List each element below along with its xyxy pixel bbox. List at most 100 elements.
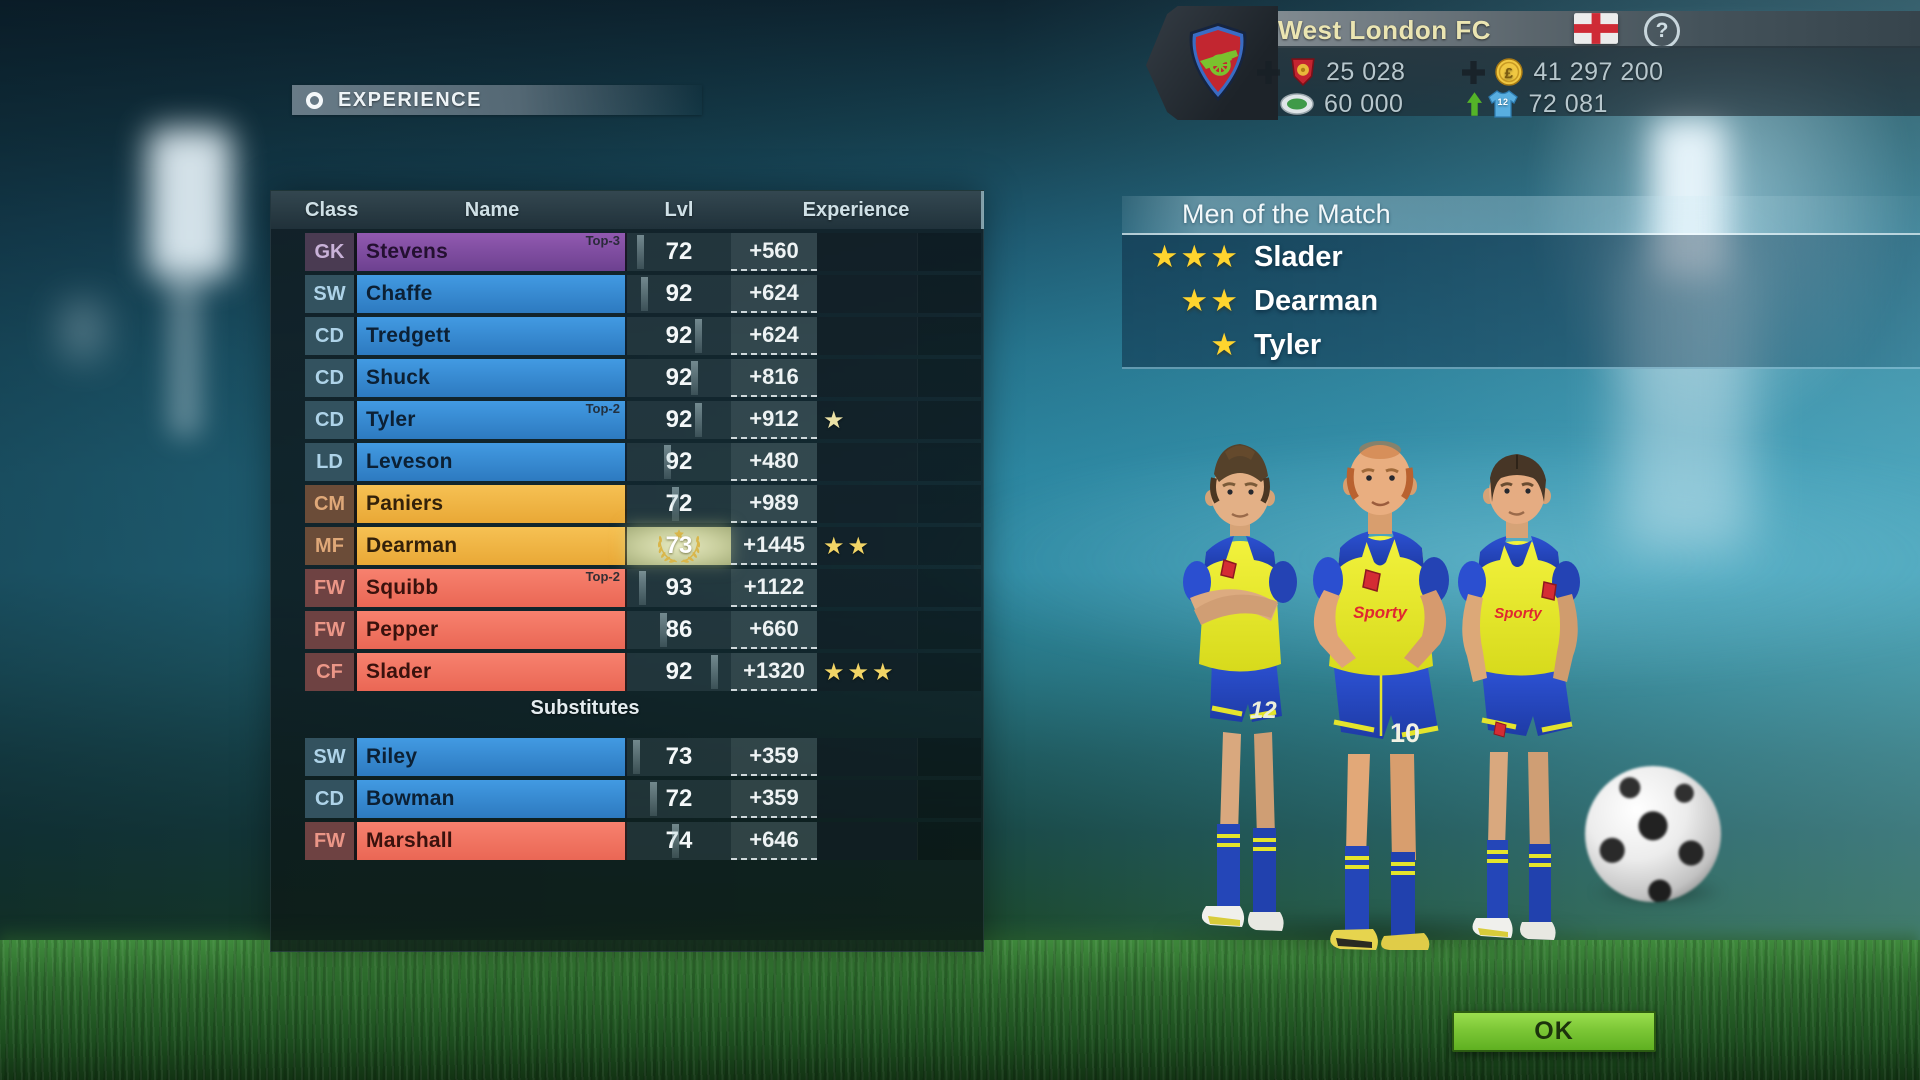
table-row[interactable]: MF Dearman: [271, 527, 981, 565]
match-stars: [817, 822, 917, 860]
column-header-lvl: Lvl: [664, 198, 694, 221]
row-tail: [917, 233, 981, 271]
row-gutter: [271, 527, 305, 565]
table-row[interactable]: SW Chaffe: [271, 275, 981, 313]
level-progress-tick: [672, 487, 680, 521]
top-rank-badge: Top-2: [585, 401, 620, 416]
player-level-cell: 92: [627, 317, 731, 355]
table-row[interactable]: CF Slader: [271, 653, 981, 691]
player-level-cell: 72: [627, 780, 731, 818]
motm-player-name: Tyler: [1254, 328, 1322, 361]
table-row[interactable]: GK Stevens Top-3: [271, 233, 981, 271]
match-stars: [817, 611, 917, 649]
table-row[interactable]: CD Bowman: [271, 780, 981, 818]
player-class: SW: [305, 275, 357, 313]
player-level-cell: 92: [627, 359, 731, 397]
experience-gained: +359: [749, 785, 799, 810]
svg-text:10: 10: [1390, 718, 1420, 748]
player-class: LD: [305, 443, 357, 481]
pound-coin-icon: £: [1495, 58, 1524, 86]
player-models: 12: [1183, 441, 1580, 950]
motm-stars: ★★★: [1150, 239, 1240, 274]
table-header: Class Name Lvl Experience: [271, 191, 981, 229]
experience-gained: +624: [749, 280, 799, 305]
match-stars: [817, 317, 917, 355]
player-name: Marshall: [366, 829, 453, 852]
table-row[interactable]: CD Tyler Top-2: [271, 401, 981, 439]
column-header-class: Class: [305, 198, 359, 221]
player-level: 73: [665, 532, 693, 559]
player-class: CD: [305, 317, 357, 355]
player-class: GK: [305, 233, 357, 271]
team-header-bar: West London FC ?: [1244, 11, 1920, 48]
experience-gained: +624: [749, 322, 799, 347]
match-stars: [817, 738, 917, 776]
player-class: FW: [305, 569, 357, 607]
top-rank-badge: Top-3: [585, 233, 620, 248]
floodlight-left-small: [60, 300, 106, 360]
level-progress-tick: [694, 319, 702, 353]
table-row[interactable]: FW Marshall: [271, 822, 981, 860]
grass-texture: [0, 940, 1920, 1080]
player-level-cell: 92: [627, 653, 731, 691]
player-class: MF: [305, 527, 357, 565]
table-row[interactable]: FW Pepper: [271, 611, 981, 649]
row-gutter: [271, 822, 305, 860]
player-level-cell: 86: [627, 611, 731, 649]
experience-gained: +560: [749, 238, 799, 263]
squad-experience-panel: Class Name Lvl Experience GK Stevens Top…: [270, 190, 984, 952]
motm-entry: ★ Tyler: [1122, 323, 1920, 367]
table-row[interactable]: CD Tredgett: [271, 317, 981, 355]
player-name-bar: Shuck: [357, 359, 627, 397]
level-progress-tick: [690, 361, 698, 395]
table-row[interactable]: SW Riley: [271, 738, 981, 776]
add-money-icon[interactable]: [1461, 60, 1486, 85]
row-tail: [917, 780, 981, 818]
fans-badge-icon: [1291, 58, 1315, 86]
table-row[interactable]: LD Leveson: [271, 443, 981, 481]
row-gutter: [271, 317, 305, 355]
experience-gained: +1445: [743, 532, 805, 557]
table-row[interactable]: CD Shuck: [271, 359, 981, 397]
add-fans-icon[interactable]: [1256, 60, 1281, 85]
row-tail: [917, 443, 981, 481]
motm-entry: ★★ Dearman: [1122, 279, 1920, 323]
player-left: 12: [1183, 444, 1297, 931]
substitutes-rows: SW Riley: [271, 738, 981, 860]
table-row[interactable]: CM Paniers: [271, 485, 981, 523]
resource-row-2: 60 000 12 72 081: [1280, 88, 1608, 120]
player-level: 72: [665, 238, 693, 265]
player-level: 72: [665, 785, 693, 812]
screen-title: EXPERIENCE: [338, 89, 482, 111]
match-stars: [817, 443, 917, 481]
svg-text:12: 12: [1250, 697, 1277, 724]
table-row[interactable]: FW Squibb Top-2: [271, 569, 981, 607]
row-tail: [917, 569, 981, 607]
player-class: FW: [305, 611, 357, 649]
svg-text:12: 12: [1498, 97, 1509, 107]
level-progress-tick: [659, 613, 667, 647]
player-level-cell: 72: [627, 233, 731, 271]
player-level: 73: [665, 743, 693, 770]
player-level-cell: 74: [627, 822, 731, 860]
match-stars: ★★★: [817, 653, 917, 691]
player-experience-cell: +560: [731, 233, 817, 271]
soccer-ball: [1585, 766, 1721, 902]
row-tail: [917, 401, 981, 439]
stadium-capacity: 60 000: [1324, 89, 1404, 118]
team-resources-bar: [1218, 46, 1920, 116]
help-icon[interactable]: ?: [1644, 13, 1680, 48]
player-experience-cell: +646: [731, 822, 817, 860]
player-level: 92: [665, 280, 693, 307]
player-name-bar: Stevens Top-3: [357, 233, 627, 271]
row-gutter: [271, 738, 305, 776]
experience-gained: +359: [749, 743, 799, 768]
club-crest-icon: [1189, 23, 1247, 101]
level-progress-tick: [641, 277, 649, 311]
player-level-cell: 92: [627, 401, 731, 439]
level-progress-tick: [663, 445, 671, 479]
resource-row-1: 25 028 £ 41 297 200: [1256, 56, 1664, 88]
screen-title-strip: EXPERIENCE: [292, 85, 702, 115]
ok-button[interactable]: OK: [1452, 1011, 1656, 1052]
